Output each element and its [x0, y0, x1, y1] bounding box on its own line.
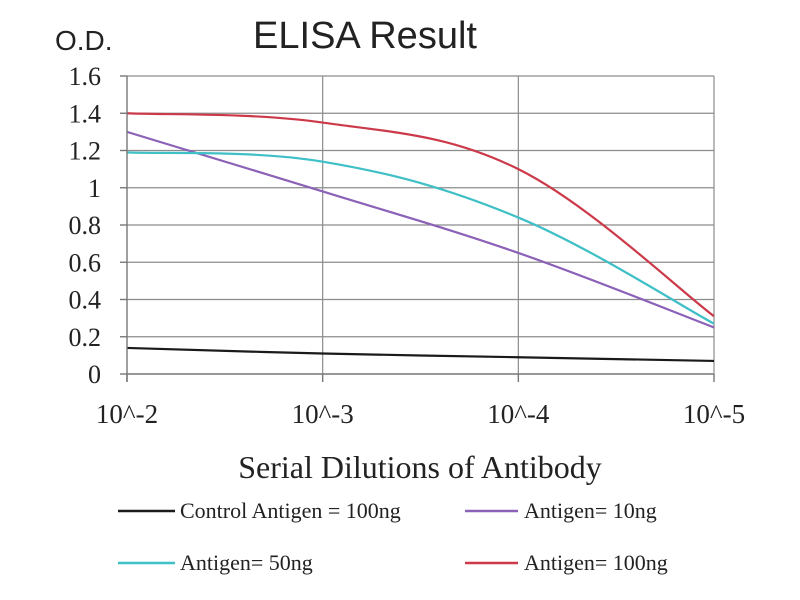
- legend-label: Antigen= 50ng: [180, 550, 313, 575]
- legend-item: Antigen= 10ng: [465, 498, 657, 523]
- axes: [120, 75, 715, 382]
- legend-label: Control Antigen = 100ng: [180, 498, 401, 523]
- y-tick-label: 0: [88, 360, 101, 389]
- gridlines: [127, 75, 715, 374]
- legend: Control Antigen = 100ng Antigen= 10ng Anti…: [118, 498, 668, 575]
- series-line-control-antigen-100ng: [126, 346, 715, 363]
- legend-label: Antigen= 10ng: [524, 498, 657, 523]
- x-tick-label: 10^-4: [487, 399, 550, 429]
- y-tick-label: 1.6: [69, 62, 102, 91]
- series-line-antigen-100ng: [126, 112, 715, 318]
- legend-item: Control Antigen = 100ng: [118, 498, 401, 523]
- y-tick-label: 0.4: [69, 286, 102, 315]
- y-tick-label: 0.6: [69, 248, 102, 277]
- y-tick-label: 1.2: [69, 137, 102, 166]
- x-tick-label: 10^-3: [292, 399, 354, 429]
- tick-labels: 0 0.2 0.4 0.6 0.8 1 1.2 1.4 1.6 10^-2 10^-3 10^-4 10…: [69, 62, 746, 429]
- x-tick-label: 10^-5: [683, 399, 745, 429]
- y-tick-label: 0.8: [69, 211, 102, 240]
- y-axis-label: O.D.: [55, 25, 113, 56]
- chart-title: ELISA Result: [253, 15, 477, 57]
- series-line-antigen-10ng: [126, 130, 715, 329]
- legend-item: Antigen= 50ng: [118, 550, 313, 575]
- x-axis-label: Serial Dilutions of Antibody: [238, 449, 602, 485]
- legend-label: Antigen= 100ng: [524, 550, 668, 575]
- y-tick-label: 0.2: [69, 323, 102, 352]
- x-tick-label: 10^-2: [96, 399, 158, 429]
- series-line-antigen-50ng: [126, 151, 715, 325]
- y-tick-label: 1: [88, 174, 101, 203]
- legend-item: Antigen= 100ng: [465, 550, 668, 575]
- series-lines: [126, 112, 715, 363]
- y-tick-label: 1.4: [69, 99, 102, 128]
